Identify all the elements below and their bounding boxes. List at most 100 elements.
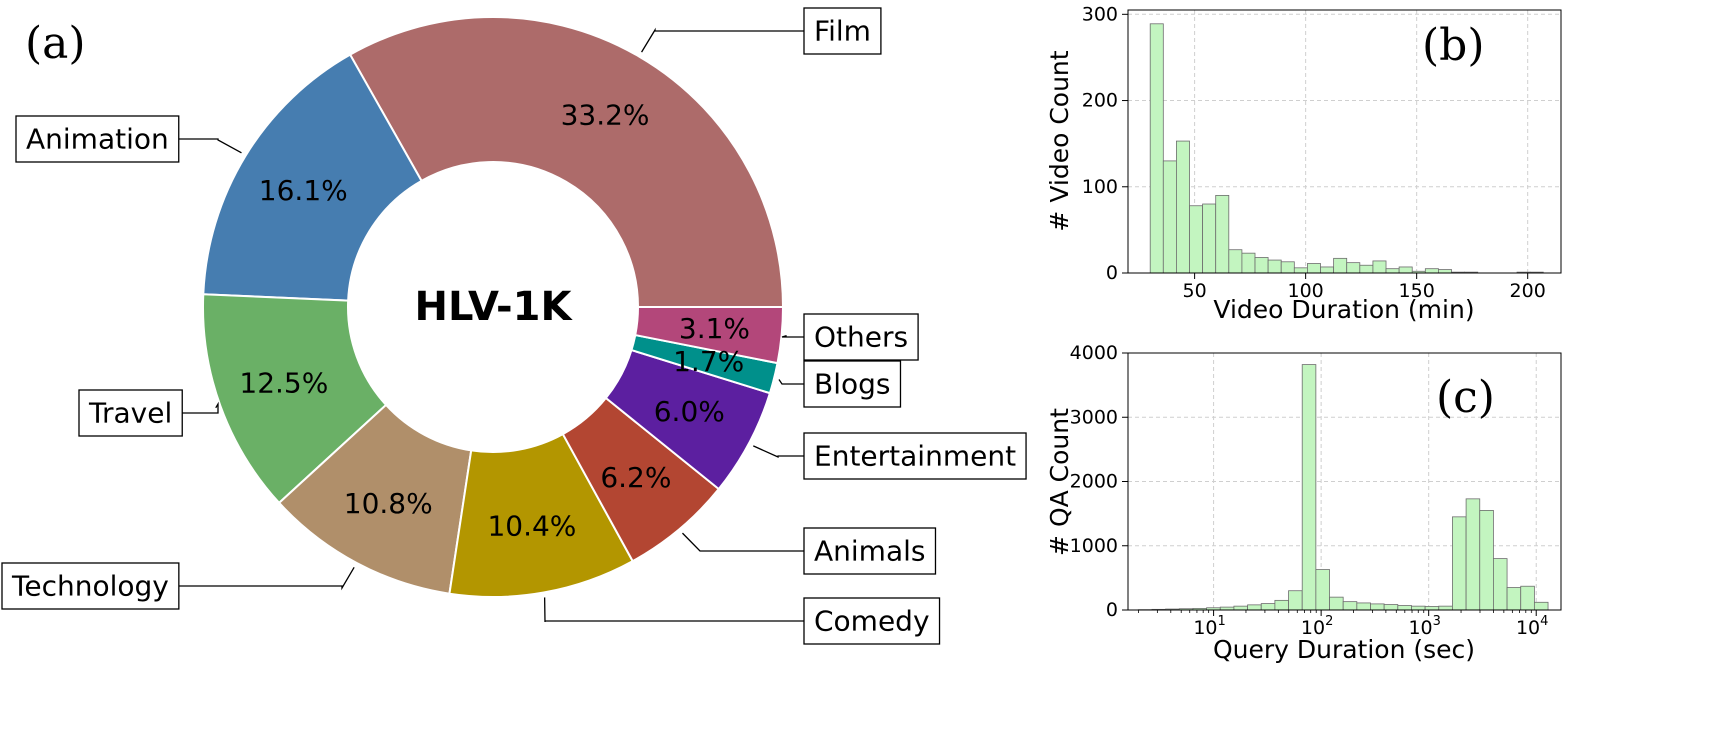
histogram-bar bbox=[1346, 262, 1361, 274]
slice-travel bbox=[202, 293, 388, 505]
y-tick-label: 3000 bbox=[1070, 406, 1118, 428]
histogram-bar bbox=[1398, 266, 1413, 274]
x-axis-label-b: Video Duration (min) bbox=[1213, 295, 1474, 324]
slice-pct-animation: 16.1% bbox=[259, 174, 348, 207]
histogram-bar bbox=[1241, 252, 1256, 274]
histogram-bar bbox=[1493, 558, 1508, 611]
x-tick-label: 200 bbox=[1510, 280, 1546, 302]
callout-label-travel: Travel bbox=[88, 397, 172, 430]
histogram-bar bbox=[1356, 602, 1371, 611]
y-axis-label-c: # QA Count bbox=[1045, 408, 1074, 556]
leader-line-comedy bbox=[543, 597, 804, 623]
slice-pct-others: 3.1% bbox=[679, 312, 750, 345]
histogram-bar bbox=[1280, 261, 1295, 274]
x-tick-label: 50 bbox=[1183, 280, 1207, 302]
leader-line-blogs bbox=[778, 379, 804, 385]
x-tick-label: 103 bbox=[1408, 614, 1440, 639]
histogram-bar bbox=[1411, 605, 1426, 611]
histogram-bar bbox=[1533, 601, 1549, 611]
slice-film bbox=[348, 16, 785, 308]
leader-line-travel bbox=[182, 401, 219, 414]
histogram-bar bbox=[1506, 587, 1522, 611]
histogram-bar bbox=[1315, 569, 1330, 611]
x-tick-label: 101 bbox=[1193, 614, 1225, 639]
histogram-bar bbox=[1301, 364, 1317, 611]
histogram-bar bbox=[1202, 203, 1217, 274]
leader-line-animation bbox=[178, 138, 242, 154]
callout-label-others: Others bbox=[814, 321, 908, 354]
histogram-bar bbox=[1383, 604, 1399, 611]
histogram-bar bbox=[1465, 498, 1481, 611]
callout-label-film: Film bbox=[814, 15, 871, 48]
leader-line-animals bbox=[682, 532, 804, 552]
leader-line-entertainment bbox=[753, 445, 804, 459]
histogram-bar bbox=[1254, 257, 1269, 274]
slice-others bbox=[634, 306, 785, 365]
histogram-bar bbox=[1342, 601, 1358, 611]
histogram-bar bbox=[1247, 604, 1262, 611]
y-tick-label: 0 bbox=[1106, 599, 1118, 621]
histogram-bar bbox=[1329, 596, 1344, 611]
callout-label-animation: Animation bbox=[26, 123, 169, 156]
histogram-bar bbox=[1359, 264, 1374, 274]
y-tick-label: 0 bbox=[1106, 262, 1118, 284]
histogram-bar bbox=[1260, 603, 1276, 611]
y-axis-label-b: # Video Count bbox=[1045, 50, 1074, 231]
histogram-bar bbox=[1176, 140, 1190, 274]
histogram-bar bbox=[1149, 23, 1164, 274]
panel-label-c: (c) bbox=[1436, 372, 1495, 423]
callout-label-blogs: Blogs bbox=[814, 368, 890, 401]
donut-chart: 33.2% 16.1% 12.5% 10.8% 10.4% 6.2% 6.0% 1.7%3.1… bbox=[1, 7, 1027, 645]
histogram-bar bbox=[1162, 160, 1177, 274]
histogram-bar bbox=[1385, 268, 1400, 274]
x-tick-label: 150 bbox=[1399, 280, 1435, 302]
callout-label-entertainment: Entertainment bbox=[814, 440, 1016, 473]
panel-label-a: (a) bbox=[25, 18, 86, 69]
histogram-bar bbox=[1307, 263, 1321, 274]
slice-pct-comedy: 10.4% bbox=[487, 510, 576, 543]
histogram-bar bbox=[1397, 605, 1412, 611]
leader-line-others bbox=[781, 335, 804, 338]
histogram-bar bbox=[1320, 266, 1335, 274]
callout-box-technology bbox=[1, 562, 180, 610]
histogram-bar bbox=[1372, 260, 1387, 274]
leader-line-technology bbox=[178, 566, 355, 591]
histogram-bar bbox=[1370, 603, 1385, 611]
x-tick-label: 104 bbox=[1516, 614, 1548, 639]
callout-box-animation bbox=[15, 115, 180, 163]
histogram-bar bbox=[1293, 267, 1308, 274]
histogram-bar bbox=[1438, 605, 1453, 611]
y-tick-label: 100 bbox=[1082, 176, 1118, 198]
slice-animation bbox=[202, 53, 423, 302]
histogram-bar bbox=[1215, 194, 1230, 274]
x-tick-label: 100 bbox=[1288, 280, 1324, 302]
y-tick-label: 1000 bbox=[1070, 535, 1118, 557]
histogram-video-duration: 0 100 200 300 50 100 150 200 Video Duration (mi… bbox=[1045, 3, 1562, 324]
x-tick-label: 102 bbox=[1301, 614, 1333, 639]
histogram-bar bbox=[1438, 269, 1452, 274]
callout-label-animals: Animals bbox=[814, 535, 925, 568]
callout-box-comedy bbox=[803, 597, 941, 645]
callout-box-blogs bbox=[803, 360, 902, 408]
histogram-bar bbox=[1233, 605, 1248, 611]
histogram-bar bbox=[1424, 268, 1439, 274]
callout-label-technology: Technology bbox=[11, 570, 169, 603]
y-tick-label: 200 bbox=[1082, 90, 1118, 112]
histogram-bar bbox=[1452, 516, 1467, 611]
histogram-bar bbox=[1520, 585, 1535, 611]
x-axis-label-c: Query Duration (sec) bbox=[1213, 635, 1475, 664]
panel-label-b: (b) bbox=[1422, 20, 1485, 71]
y-tick-label: 300 bbox=[1082, 3, 1118, 25]
histogram-bar bbox=[1228, 249, 1243, 274]
y-tick-label: 4000 bbox=[1070, 342, 1118, 364]
slice-pct-travel: 12.5% bbox=[239, 367, 328, 400]
donut-center-label: HLV-1K bbox=[415, 284, 574, 330]
callout-box-others bbox=[803, 313, 919, 361]
histogram-bar bbox=[1479, 510, 1494, 611]
histogram-query-duration: 0 1000 2000 3000 4000 101 102 103 104 Query Dura… bbox=[1045, 342, 1562, 664]
callout-box-film bbox=[803, 7, 882, 55]
histogram-bar bbox=[1189, 205, 1204, 274]
histogram-bar bbox=[1274, 599, 1289, 611]
callout-box-entertainment bbox=[803, 432, 1027, 480]
